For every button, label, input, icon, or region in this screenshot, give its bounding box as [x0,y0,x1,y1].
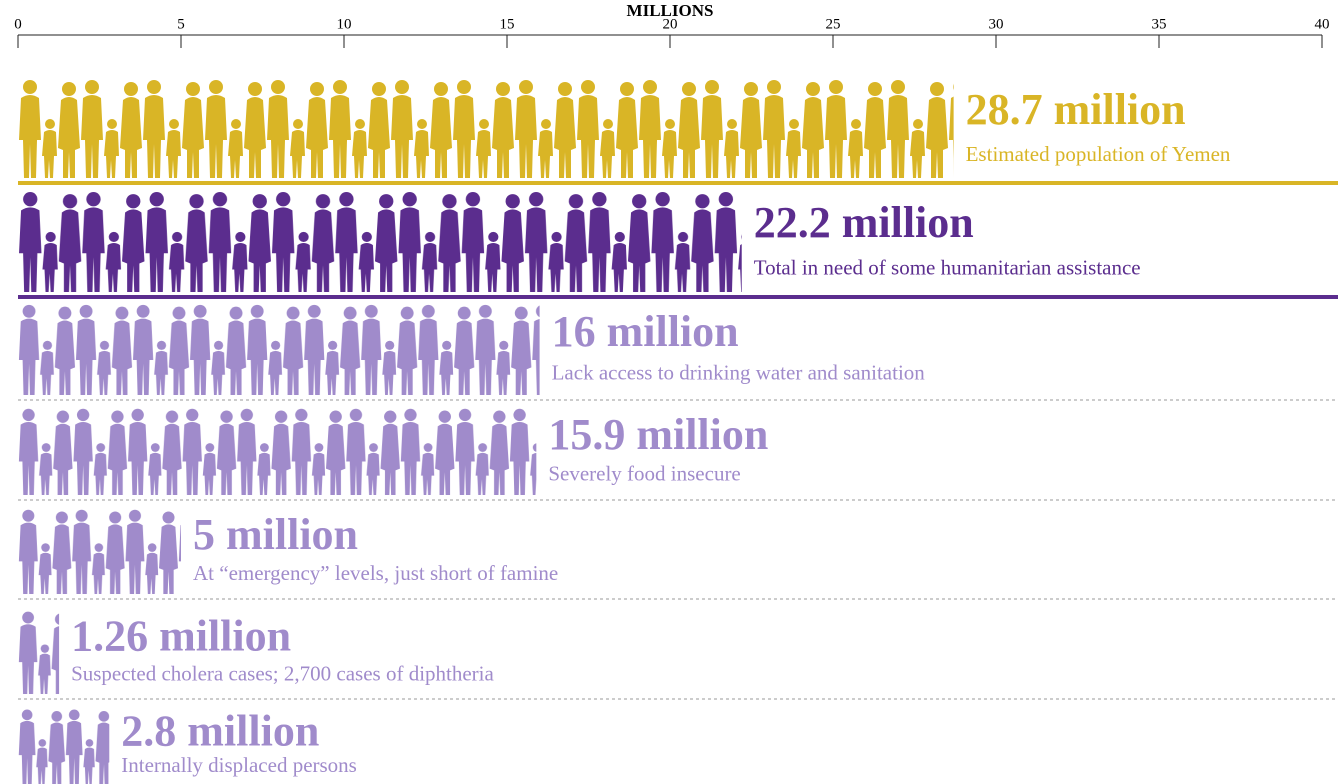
description: Estimated population of Yemen [966,142,1231,166]
x-tick-label: 40 [1315,16,1330,32]
x-tick-label: 15 [500,16,515,32]
pictogram-bar [18,190,742,292]
x-tick-label: 25 [826,16,841,32]
value-label: 16 million [552,307,739,356]
x-tick-label: 10 [337,16,352,32]
description: Severely food insecure [548,461,740,485]
description: Total in need of some humanitarian assis… [754,255,1141,279]
x-tick-label: 35 [1152,16,1167,32]
x-tick-label: 0 [14,16,22,32]
axis-title: MILLIONS [627,1,714,20]
pictogram-bar [18,78,954,178]
value-label: 5 million [193,510,358,559]
description: Suspected cholera cases; 2,700 cases of … [71,661,494,685]
pictogram-bar [18,708,110,784]
value-label: 28.7 million [966,85,1186,134]
description: Lack access to drinking water and sanita… [552,361,926,385]
x-tick-label: 30 [989,16,1004,32]
description: Internally displaced persons [121,753,357,777]
pictogram-bar [18,610,60,694]
pictogram-bar [18,407,537,495]
value-label: 22.2 million [754,198,974,247]
x-tick-label: 5 [177,16,185,32]
value-label: 2.8 million [121,706,319,755]
description: At “emergency” levels, just short of fam… [193,561,558,585]
value-label: 15.9 million [548,410,768,459]
x-tick-label: 20 [663,16,678,32]
pictogram-bar [18,303,540,395]
pictogram-bar [18,508,181,594]
value-label: 1.26 million [71,611,291,660]
